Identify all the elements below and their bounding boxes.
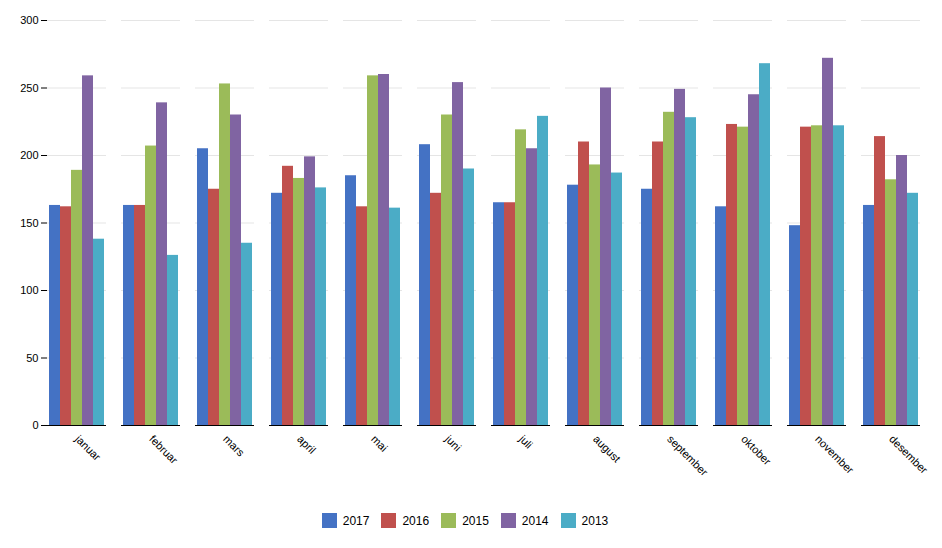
html-text:2014: 2014 <box>521 513 549 528</box>
svg-text:250: 250 <box>20 82 38 94</box>
svg-text:juni: juni <box>442 432 463 453</box>
svg-text:300: 300 <box>20 14 38 26</box>
svg-text:oktober: oktober <box>739 433 774 468</box>
svg-text:februar: februar <box>147 433 180 466</box>
svg-text:april: april <box>295 433 318 456</box>
html-text:2013: 2013 <box>581 513 609 528</box>
svg-text:september: september <box>665 433 710 478</box>
svg-text:januar: januar <box>72 432 103 463</box>
html-text:2017: 2017 <box>342 513 370 528</box>
svg-text:150: 150 <box>20 217 38 229</box>
svg-text:mai: mai <box>369 433 390 454</box>
svg-text:november: november <box>813 433 856 476</box>
svg-text:0: 0 <box>32 419 38 431</box>
svg-text:100: 100 <box>20 284 38 296</box>
svg-text:200: 200 <box>20 149 38 161</box>
svg-text:50: 50 <box>26 352 38 364</box>
svg-text:desember: desember <box>887 433 930 476</box>
html-text:2016: 2016 <box>402 513 430 528</box>
svg-text:mars: mars <box>221 433 247 459</box>
html-text:2015: 2015 <box>462 513 489 528</box>
svg-text:juli: juli <box>516 432 535 451</box>
svg-text:august: august <box>591 433 623 465</box>
